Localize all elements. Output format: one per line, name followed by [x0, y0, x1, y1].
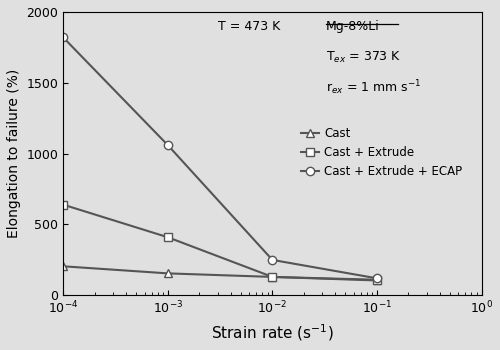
Text: Mg-8%Li: Mg-8%Li: [326, 20, 380, 34]
Cast + Extrude + ECAP: [165, 143, 171, 147]
Cast + Extrude: [60, 203, 66, 207]
Cast + Extrude + ECAP: [60, 35, 66, 40]
Legend: Cast, Cast + Extrude, Cast + Extrude + ECAP: Cast, Cast + Extrude, Cast + Extrude + E…: [296, 123, 468, 183]
Line: Cast: Cast: [59, 262, 381, 285]
Cast: [165, 271, 171, 275]
Line: Cast + Extrude + ECAP: Cast + Extrude + ECAP: [59, 33, 381, 282]
Line: Cast + Extrude: Cast + Extrude: [59, 201, 381, 284]
Cast: [60, 264, 66, 268]
Cast + Extrude: [374, 278, 380, 282]
Cast + Extrude + ECAP: [270, 258, 276, 262]
Cast + Extrude: [270, 275, 276, 279]
X-axis label: Strain rate (s$^{-1}$): Strain rate (s$^{-1}$): [211, 322, 334, 343]
Cast: [270, 275, 276, 279]
Cast + Extrude: [165, 235, 171, 239]
Text: T$_{ex}$ = 373 K: T$_{ex}$ = 373 K: [326, 50, 401, 65]
Cast: [374, 278, 380, 282]
Cast + Extrude + ECAP: [374, 276, 380, 280]
Y-axis label: Elongation to failure (%): Elongation to failure (%): [7, 69, 21, 238]
Text: T = 473 K: T = 473 K: [218, 20, 280, 34]
Text: r$_{ex}$ = 1 mm s$^{-1}$: r$_{ex}$ = 1 mm s$^{-1}$: [326, 78, 421, 97]
